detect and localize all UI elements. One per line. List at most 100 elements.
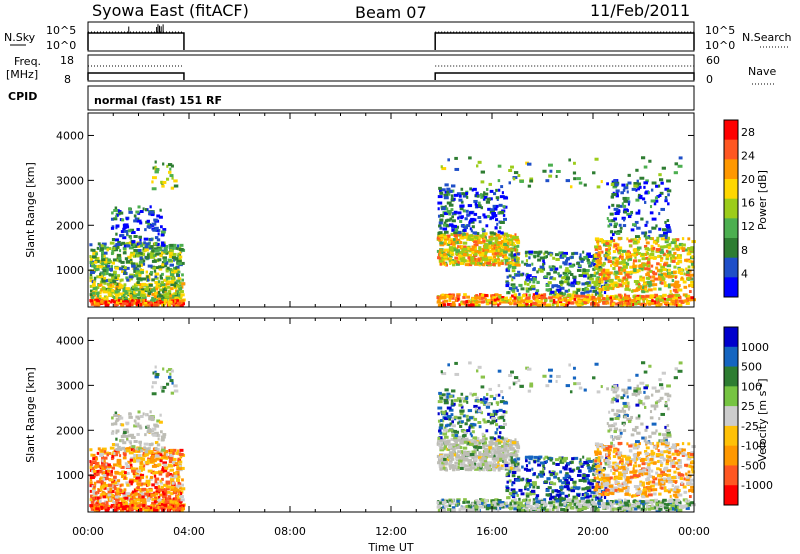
power-cell: [587, 274, 591, 278]
velocity-cell: [488, 454, 493, 458]
velocity-cell: [156, 443, 161, 447]
power-cell: [129, 273, 134, 277]
power-cell: [165, 269, 169, 273]
power-cell: [126, 232, 129, 236]
power-cell: [617, 293, 622, 297]
power-cell: [101, 266, 106, 270]
power-cell: [641, 257, 646, 261]
power-cell: [103, 295, 107, 299]
velocity-cell: [455, 457, 458, 461]
power-cell: [549, 169, 553, 173]
velocity-cell: [155, 457, 159, 461]
power-cell: [656, 299, 659, 303]
power-cell: [478, 253, 484, 257]
velocity-cell: [178, 452, 184, 456]
power-cell: [125, 276, 129, 280]
power-cell: [621, 202, 624, 206]
velocity-cell: [170, 391, 175, 395]
power-cell: [484, 297, 487, 301]
power-cell: [657, 275, 661, 279]
power-cell: [621, 249, 627, 253]
power-cell: [117, 210, 122, 214]
velocity-cell: [150, 493, 156, 497]
power-cell: [631, 289, 637, 293]
power-cell: [653, 202, 657, 206]
velocity-cell: [122, 456, 127, 460]
power-cell: [162, 180, 167, 184]
power-cell: [685, 294, 691, 298]
velocity-cell: [110, 457, 114, 461]
power-cell: [669, 297, 673, 301]
power-cell: [439, 218, 444, 222]
power-cell: [89, 273, 93, 277]
power-cell: [573, 251, 579, 255]
power-cell: [649, 256, 655, 260]
power-cell: [599, 277, 603, 281]
velocity-cell: [167, 463, 172, 467]
power-cell: [134, 266, 138, 270]
power-cell: [462, 228, 467, 232]
velocity-cell: [128, 451, 134, 455]
velocity-cell: [151, 501, 156, 505]
power-cell: [594, 304, 597, 308]
power-cell: [679, 272, 684, 276]
power-cell: [131, 240, 136, 244]
power-cell: [536, 280, 540, 284]
power-cell: [92, 264, 97, 268]
power-cell: [437, 231, 441, 235]
power-cell: [110, 300, 113, 304]
velocity-cell: [111, 481, 117, 485]
power-cell: [643, 234, 647, 238]
power-cell: [114, 215, 118, 219]
power-cell: [622, 281, 626, 285]
power-cell: [658, 173, 662, 177]
power-cell: [625, 294, 631, 298]
power-cell: [523, 262, 529, 266]
power-cell: [101, 262, 107, 266]
power-cell: [90, 302, 95, 306]
power-cell: [111, 249, 114, 253]
power-cell: [680, 276, 684, 280]
velocity-cell: [123, 434, 129, 438]
power-cell: [528, 299, 533, 303]
velocity-cell: [131, 445, 136, 449]
power-cell: [124, 291, 129, 295]
velocity-cell: [136, 449, 141, 453]
velocity-cell: [102, 463, 106, 467]
power-cell: [162, 290, 165, 294]
power-cell: [614, 295, 619, 299]
velocity-cell: [180, 498, 185, 502]
power-cell: [154, 275, 158, 279]
velocity-cell: [142, 482, 147, 486]
power-cell: [584, 286, 588, 290]
velocity-cell: [155, 492, 159, 496]
velocity-cell: [145, 460, 150, 464]
velocity-cell: [161, 389, 165, 393]
power-cell: [690, 260, 695, 264]
power-cell: [160, 280, 164, 284]
power-cell: [480, 170, 486, 174]
power-cell: [112, 280, 117, 284]
power-cell: [526, 263, 532, 267]
power-cell: [475, 191, 479, 195]
power-cell: [653, 277, 659, 281]
power-cell: [123, 283, 127, 287]
power-cell: [464, 259, 470, 263]
velocity-cell: [173, 457, 177, 461]
velocity-cell: [452, 443, 456, 447]
power-cell: [525, 276, 531, 280]
power-cell: [664, 236, 668, 240]
velocity-cell: [452, 437, 455, 441]
nsearch-bottom-tick: 10^0: [705, 39, 735, 52]
power-cell: [658, 277, 662, 281]
power-cell: [452, 242, 456, 246]
power-cell: [639, 278, 642, 282]
power-cell: [499, 195, 505, 199]
power-cell: [508, 287, 513, 291]
power-cell: [642, 197, 646, 201]
power-cell: [481, 251, 485, 255]
velocity-cell: [482, 449, 486, 453]
power-cell: [675, 300, 679, 304]
velocity-cell: [135, 507, 139, 511]
velocity-cell: [118, 416, 124, 420]
